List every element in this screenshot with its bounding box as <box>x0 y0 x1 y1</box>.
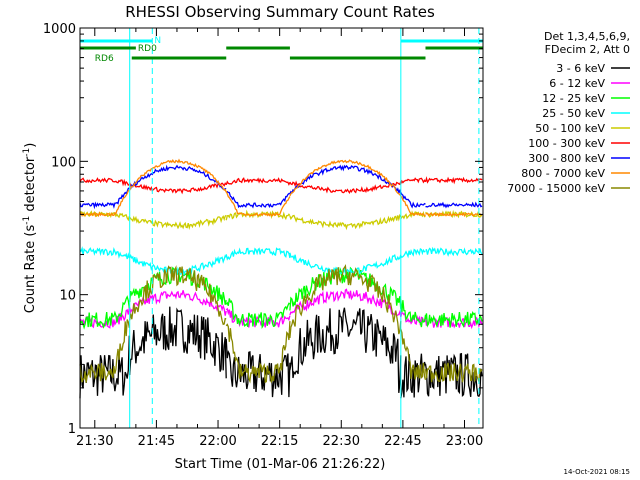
legend-label: 12 - 25 keV <box>542 92 605 105</box>
series-line <box>79 319 130 383</box>
x-tick-label: 23:00 <box>446 434 483 449</box>
series-line <box>289 180 402 194</box>
y-tick-label: 10 <box>59 289 76 304</box>
y-axis-label: Count Rate (s-1 detector-1) <box>22 143 38 314</box>
series-line <box>79 295 130 330</box>
legend-label: 25 - 50 keV <box>542 107 605 120</box>
legend-label: 800 - 7000 keV <box>521 167 605 180</box>
series-line <box>79 187 130 210</box>
series-line <box>79 246 130 260</box>
legend-header-line-1: Det 1,3,4,5,6,9, <box>544 30 630 43</box>
y-tick-label: 100 <box>51 155 76 170</box>
render-timestamp: 14-Oct-2021 08:15 <box>564 468 630 476</box>
legend-label: 100 - 300 keV <box>528 137 605 150</box>
series-line <box>129 254 227 277</box>
axes: 21:30 21:45 22:00 22:15 22:30 22:45 23:00 1 10 10… <box>43 22 483 449</box>
series-line <box>400 328 427 380</box>
plot-frame <box>79 27 484 429</box>
series-line <box>289 164 402 196</box>
legend-label: 7000 - 15000 keV <box>507 182 605 195</box>
y-tick-label: 1 <box>68 422 76 437</box>
series-line <box>400 353 427 399</box>
x-tick-label: 21:30 <box>76 434 113 449</box>
series-line <box>289 213 402 231</box>
series-line <box>289 263 402 339</box>
legend: Det 1,3,4,5,6,9, FDecim 2, Att 0 3 - 6 k… <box>507 30 630 195</box>
series-line <box>425 201 483 209</box>
x-tick-label: 22:45 <box>384 434 421 449</box>
flag-label-rd0: RD0 <box>138 44 157 54</box>
flag-label-n: N <box>154 36 161 46</box>
series-line <box>424 362 483 383</box>
series-line <box>79 335 130 399</box>
x-axis-label: Start Time (01-Mar-06 21:26:22) <box>175 457 386 472</box>
series-line <box>129 164 227 191</box>
series-line <box>225 247 291 261</box>
plot-lines <box>79 158 483 399</box>
series-line <box>225 177 291 186</box>
x-tick-label: 21:45 <box>138 434 175 449</box>
series-line <box>225 298 291 329</box>
legend-header-line-2: FDecim 2, Att 0 <box>545 43 630 56</box>
x-tick-label: 22:30 <box>323 434 360 449</box>
series-line <box>129 265 227 326</box>
x-tick-label: 22:15 <box>261 434 298 449</box>
series-line <box>400 177 427 185</box>
series-line <box>225 190 290 209</box>
series-line <box>129 182 227 195</box>
legend-label: 50 - 100 keV <box>535 122 605 135</box>
series-line <box>400 247 426 259</box>
series-line <box>425 246 483 257</box>
series-line <box>225 190 291 217</box>
series-line <box>79 189 130 218</box>
x-tick-label: 22:00 <box>199 434 236 449</box>
legend-label: 3 - 6 keV <box>556 62 605 75</box>
series-line <box>79 177 130 187</box>
y-tick-label: 1000 <box>43 22 76 37</box>
series-line <box>424 176 483 185</box>
series-line <box>129 306 227 379</box>
series-line <box>225 209 291 221</box>
series-line <box>400 196 426 217</box>
series-line <box>129 214 227 230</box>
series-line <box>289 252 402 275</box>
series-line <box>289 159 402 197</box>
series-line <box>424 311 483 329</box>
series-line <box>425 211 483 218</box>
chart-title: RHESSI Observing Summary Count Rates <box>125 3 435 21</box>
legend-label: 300 - 800 keV <box>528 152 605 165</box>
flag-label-rd6: RD6 <box>95 54 114 64</box>
legend-label: 6 - 12 keV <box>549 77 605 90</box>
series-line <box>400 191 426 209</box>
series-line <box>400 299 427 328</box>
series-line <box>225 321 291 384</box>
series-line <box>424 315 483 330</box>
series-line <box>129 158 227 193</box>
series-line <box>289 307 402 393</box>
